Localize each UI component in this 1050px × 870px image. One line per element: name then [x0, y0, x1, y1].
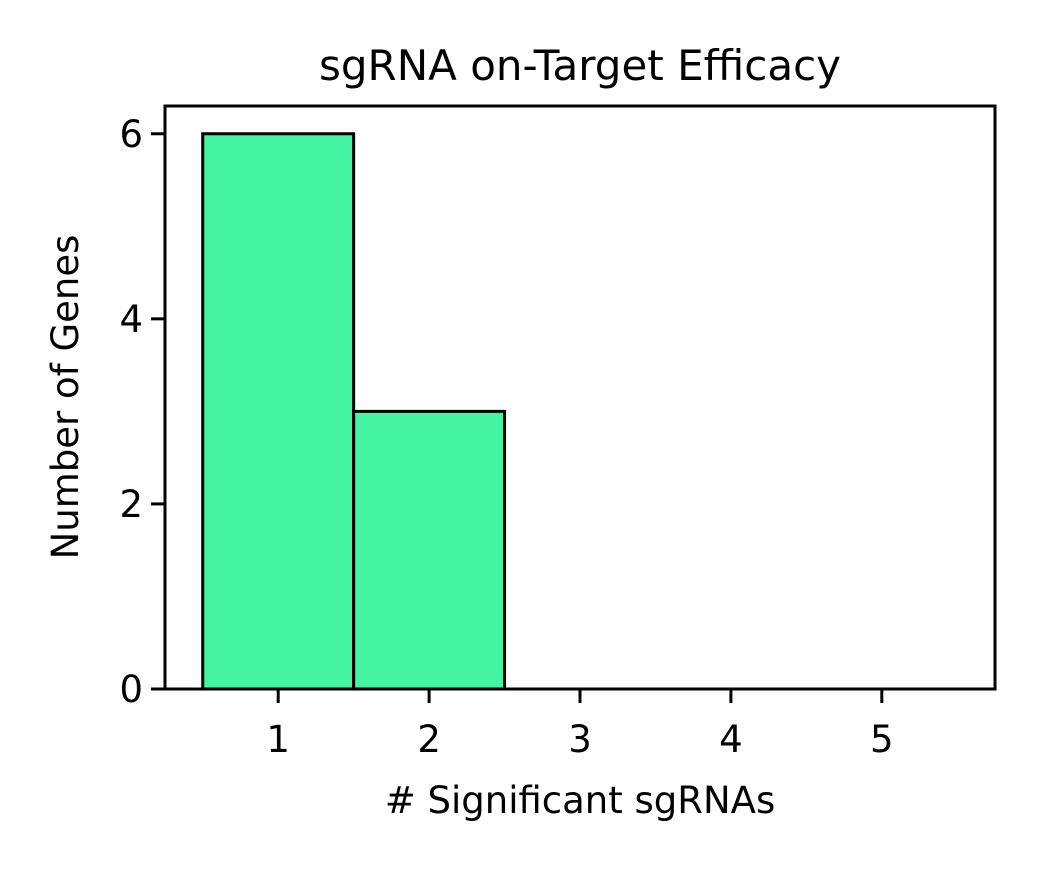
- chart-title: sgRNA on-Target Efficacy: [319, 41, 841, 90]
- plot-frame: [163, 104, 997, 691]
- y-tick-label-4: 4: [119, 298, 143, 341]
- x-tick-label-3: 3: [568, 718, 592, 761]
- bar-2: [352, 409, 507, 691]
- y-axis-ticks: 0 2 4 6: [119, 113, 165, 711]
- y-tick-label-6: 6: [119, 113, 143, 156]
- x-tick-label-5: 5: [870, 718, 894, 761]
- y-tick-label-2: 2: [119, 483, 143, 526]
- x-tick-label-2: 2: [417, 718, 441, 761]
- y-tick-label-0: 0: [119, 668, 143, 711]
- bars-group: [201, 132, 507, 691]
- y-axis-label: Number of Genes: [44, 235, 87, 560]
- x-axis-label: # Significant sgRNAs: [385, 779, 776, 822]
- bar-1: [201, 132, 356, 691]
- x-tick-label-4: 4: [719, 718, 743, 761]
- x-axis-ticks: 1 2 3 4 5: [266, 689, 894, 761]
- x-tick-label-1: 1: [266, 718, 290, 761]
